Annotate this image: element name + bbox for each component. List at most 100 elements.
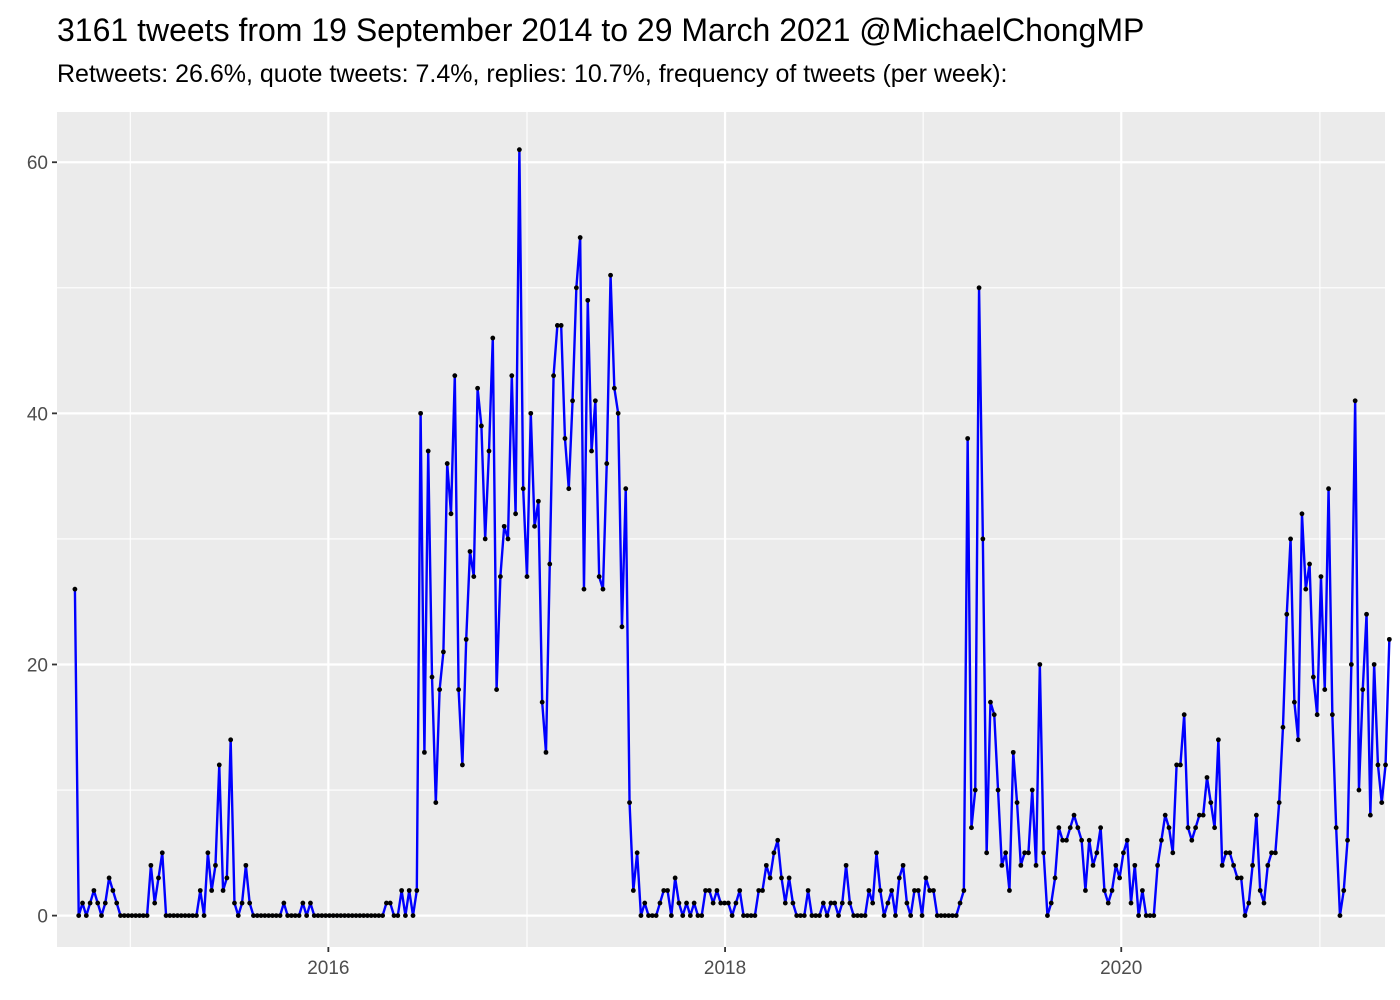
data-point: [1094, 850, 1100, 856]
data-point: [653, 913, 659, 919]
data-point: [1299, 511, 1305, 517]
data-point: [1307, 561, 1312, 567]
data-point: [1102, 888, 1107, 893]
data-point: [380, 913, 386, 919]
data-point: [1276, 800, 1282, 805]
data-point: [178, 913, 184, 919]
data-point: [1109, 888, 1115, 893]
data-point: [881, 913, 887, 919]
data-point: [942, 913, 948, 919]
data-point: [1253, 812, 1259, 818]
data-point: [220, 888, 226, 893]
data-point: [619, 624, 625, 630]
data-point: [642, 900, 648, 906]
data-point: [722, 900, 727, 906]
data-point: [289, 913, 294, 919]
data-point: [475, 385, 480, 391]
data-point: [999, 862, 1005, 868]
data-point: [395, 913, 401, 919]
data-point: [403, 913, 408, 919]
data-point: [349, 913, 355, 919]
data-point: [1337, 913, 1343, 919]
data-point: [1288, 536, 1293, 542]
data-point: [862, 913, 868, 919]
y-tick-label: 20: [27, 655, 48, 676]
data-point: [205, 850, 211, 856]
data-point: [182, 913, 188, 919]
data-point: [592, 398, 598, 404]
data-point: [516, 147, 522, 153]
data-point: [194, 913, 199, 919]
data-point: [843, 862, 849, 868]
data-point: [646, 913, 651, 919]
data-point: [300, 900, 306, 906]
data-point: [874, 850, 879, 856]
data-point: [767, 875, 773, 881]
data-point: [1257, 888, 1263, 893]
plot-panel: [57, 112, 1385, 947]
data-point: [1174, 762, 1179, 768]
data-point: [1265, 862, 1271, 868]
data-point: [691, 900, 697, 906]
data-point: [156, 875, 161, 881]
data-point: [433, 800, 439, 805]
data-point: [1269, 850, 1274, 856]
data-point: [528, 410, 534, 416]
data-point: [1193, 825, 1198, 831]
data-point: [460, 762, 465, 768]
data-point: [361, 913, 367, 919]
data-point: [1132, 862, 1138, 868]
y-tick-label: 40: [27, 404, 48, 425]
data-point: [988, 699, 993, 705]
data-point: [1143, 913, 1149, 919]
data-point: [596, 574, 602, 579]
data-point: [1280, 724, 1286, 730]
data-point: [1147, 913, 1153, 919]
data-point: [1383, 762, 1388, 768]
data-point: [254, 913, 260, 919]
data-point: [687, 913, 693, 919]
data-point: [72, 586, 78, 592]
y-tick-label: 0: [37, 907, 48, 928]
minor-gridlines: [57, 112, 1385, 947]
data-point: [448, 511, 454, 517]
data-point: [357, 913, 363, 919]
data-point: [672, 875, 678, 881]
data-point: [877, 888, 883, 893]
data-point: [558, 323, 564, 328]
data-point: [1037, 662, 1043, 667]
data-point: [482, 536, 488, 542]
data-point: [1318, 574, 1324, 579]
data-point: [1048, 900, 1054, 906]
data-point: [889, 888, 895, 893]
data-point: [589, 448, 594, 454]
data-point: [706, 888, 712, 893]
data-point: [1083, 888, 1088, 893]
data-point: [539, 699, 545, 705]
data-point: [258, 913, 264, 919]
data-point: [524, 574, 530, 579]
data-point: [144, 913, 150, 919]
data-point: [80, 900, 85, 906]
data-point: [1329, 712, 1335, 718]
data-point: [581, 586, 587, 592]
data-point: [1003, 850, 1009, 856]
data-point: [1261, 900, 1267, 906]
data-point: [668, 913, 674, 919]
data-point: [1075, 825, 1081, 831]
data-point: [1018, 862, 1024, 868]
data-point: [741, 913, 746, 919]
data-point: [604, 461, 610, 466]
data-point: [425, 448, 431, 454]
data-point: [1375, 762, 1381, 768]
data-point: [114, 900, 120, 906]
data-point: [1208, 800, 1214, 805]
data-point: [573, 285, 579, 291]
data-point: [737, 888, 743, 893]
data-point: [965, 436, 971, 441]
data-point: [779, 875, 784, 881]
data-point: [615, 410, 621, 416]
data-point: [938, 913, 944, 919]
data-point: [684, 900, 689, 906]
data-point: [1117, 875, 1123, 881]
